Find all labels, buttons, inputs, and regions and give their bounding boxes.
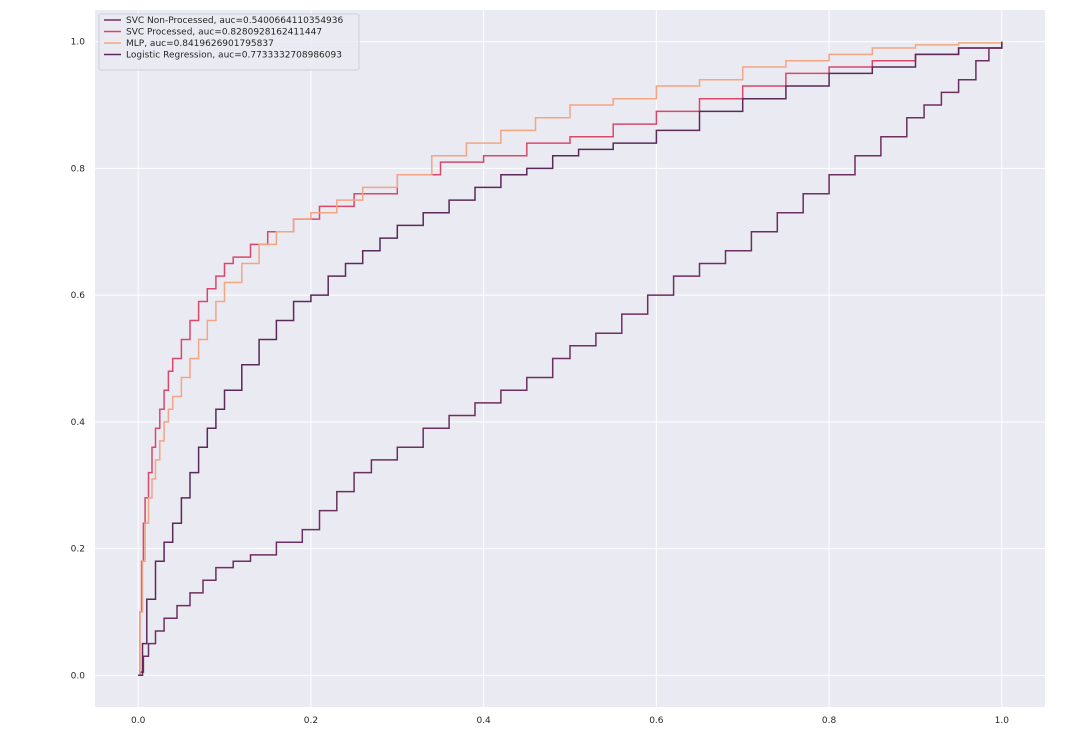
y-tick-label: 0.6	[71, 291, 86, 301]
x-tick-label: 0.2	[304, 716, 318, 726]
roc-curve-line	[138, 41, 1003, 677]
x-tick-label: 0.8	[822, 716, 837, 726]
y-tick-label: 0.0	[71, 671, 86, 681]
roc-curve-line	[138, 41, 1003, 677]
tick-layer: 0.0 0.2 0.4 0.6 0.8 1.0 0.0 0.2 0.4 0.6 0.8 1.0	[71, 38, 1010, 726]
y-tick-label: 1.0	[71, 38, 86, 48]
legend-label: SVC Non-Processed, auc=0.540066411035493…	[126, 16, 344, 26]
y-tick-label: 0.8	[71, 164, 86, 174]
grid-layer	[95, 10, 1045, 707]
legend-label: Logistic Regression, auc=0.7733332708986…	[126, 51, 342, 61]
legend-label: MLP, auc=0.8419626901795837	[126, 39, 274, 49]
y-tick-label: 0.4	[71, 418, 86, 428]
legend-box	[98, 13, 360, 71]
series-layer	[138, 41, 1003, 677]
x-tick-label: 0.4	[476, 716, 491, 726]
x-tick-label: 0.6	[649, 716, 664, 726]
legend-label: SVC Processed, auc=0.8280928162411447	[126, 28, 322, 38]
y-tick-label: 0.2	[71, 545, 85, 555]
x-tick-label: 0.0	[131, 716, 146, 726]
legend: SVC Non-Processed, auc=0.540066411035493…	[98, 13, 360, 71]
x-tick-label: 1.0	[995, 716, 1010, 726]
roc-curve-line	[138, 41, 1003, 677]
roc-curve-line	[138, 41, 1003, 677]
